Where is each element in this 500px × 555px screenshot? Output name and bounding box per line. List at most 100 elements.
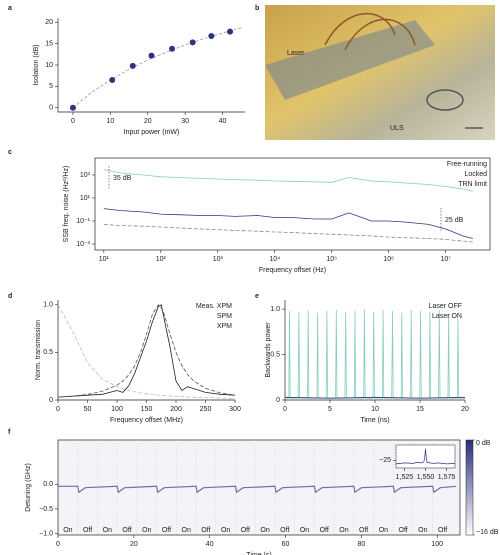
series-line [103, 208, 473, 239]
state-label: Off [320, 527, 329, 534]
x-tick-label: 10 [106, 118, 114, 125]
y-axis-label: Backwards power [265, 322, 272, 378]
y-tick-label: 0 [49, 397, 53, 404]
y-tick-label: 10⁻¹ [76, 218, 90, 225]
x-tick-label: 10² [156, 256, 167, 263]
state-label: Off [359, 527, 368, 534]
annotation: 35 dB [113, 175, 132, 182]
colorbar [465, 439, 474, 536]
series-line [103, 224, 473, 243]
detuning-trace [58, 485, 457, 494]
legend-entry: Free-running [447, 161, 487, 168]
data-point [169, 45, 176, 52]
state-label: On [379, 527, 388, 534]
x-tick-label: 50 [84, 406, 92, 413]
y-tick-label: 1.0 [270, 306, 280, 313]
state-label: Off [280, 527, 289, 534]
x-axis-label: Input power (mW) [124, 129, 180, 136]
panel-label: d [8, 293, 12, 300]
x-axis-label: Time (ns) [360, 417, 389, 424]
inset-frame [395, 444, 456, 469]
x-tick-label: 100 [431, 541, 443, 548]
x-tick-label: 0 [71, 118, 75, 125]
state-label: On [260, 527, 269, 534]
y-tick-label: 0 [276, 397, 280, 404]
fit-line [72, 27, 242, 109]
x-axis-label: Frequency offset (MHz) [110, 417, 183, 424]
y-tick-label: 10 [45, 62, 53, 69]
x-axis-label: Frequency offset (Hz) [259, 267, 326, 274]
y-axis-label: Detuning (GHz) [25, 463, 32, 512]
data-point [109, 76, 116, 83]
photo-detail [324, 12, 416, 51]
y-tick-label: 10¹ [80, 195, 91, 202]
panel-label: c [8, 149, 12, 156]
x-tick-label: 60 [282, 541, 290, 548]
data-point [148, 52, 155, 59]
photo-detail [426, 89, 464, 111]
state-label: Off [162, 527, 171, 534]
series-line [57, 304, 236, 398]
y-tick-label: 15 [45, 40, 53, 47]
data-point [189, 39, 196, 46]
x-tick-label: 15 [416, 406, 424, 413]
x-tick-label: 40 [219, 118, 227, 125]
series-line [284, 396, 466, 399]
legend-entry: XPM [217, 323, 232, 330]
y-tick-label: 0 [49, 105, 53, 112]
x-tick-label: 0 [56, 541, 60, 548]
annotation: 25 dB [445, 217, 464, 224]
panel-label: e [255, 293, 259, 300]
y-tick-label: −0.5 [39, 506, 53, 513]
x-tick-label: 1,525 [396, 474, 414, 481]
series-line [103, 169, 473, 192]
x-tick-label: 10 [371, 406, 379, 413]
x-tick-label: 20 [144, 118, 152, 125]
y-tick-label: −25 [379, 457, 391, 464]
x-tick-label: 150 [141, 406, 153, 413]
colorbar-label: 0 dB [476, 440, 491, 447]
x-tick-label: 20 [130, 541, 138, 548]
y-tick-label: 0.5 [270, 351, 280, 358]
state-label: On [339, 527, 348, 534]
state-label: On [418, 527, 427, 534]
y-tick-label: −1.0 [39, 530, 53, 537]
state-label: On [142, 527, 151, 534]
x-tick-label: 10⁴ [269, 256, 280, 263]
legend-entry: Laser ON [432, 313, 462, 320]
y-tick-label: 20 [45, 19, 53, 26]
state-label: On [300, 527, 309, 534]
y-axis-label: SSB freq. noise (Hz²/Hz) [63, 166, 70, 243]
photo-label: Laser [287, 50, 305, 57]
data-point [69, 104, 76, 111]
inset-spectrum [395, 448, 456, 465]
x-tick-label: 0 [56, 406, 60, 413]
x-tick-label: 250 [200, 406, 212, 413]
x-tick-label: 10³ [213, 256, 224, 263]
state-label: Off [241, 527, 250, 534]
y-tick-label: 10⁻³ [76, 241, 90, 248]
x-tick-label: 1,575 [438, 474, 456, 481]
axis-lines [57, 18, 245, 113]
x-tick-label: 300 [229, 406, 241, 413]
y-tick-label: 0.5 [43, 349, 53, 356]
state-label: Off [122, 527, 131, 534]
state-label: Off [399, 527, 408, 534]
x-tick-label: 1,550 [417, 474, 435, 481]
series-line [57, 304, 236, 398]
y-tick-label: 0.0 [43, 481, 53, 488]
state-label: Off [438, 527, 447, 534]
x-tick-label: 40 [206, 541, 214, 548]
series-line [57, 304, 236, 399]
x-tick-label: 200 [170, 406, 182, 413]
x-tick-label: 10⁶ [383, 256, 394, 263]
state-label: On [103, 527, 112, 534]
x-axis-label: Time (s) [246, 552, 271, 555]
plot-frame [94, 157, 491, 251]
data-point [227, 28, 234, 35]
legend-entry: TRN limit [458, 181, 487, 188]
x-tick-label: 30 [181, 118, 189, 125]
panel-label: f [8, 429, 11, 436]
state-label: Off [201, 527, 210, 534]
panel-label: a [8, 5, 12, 12]
